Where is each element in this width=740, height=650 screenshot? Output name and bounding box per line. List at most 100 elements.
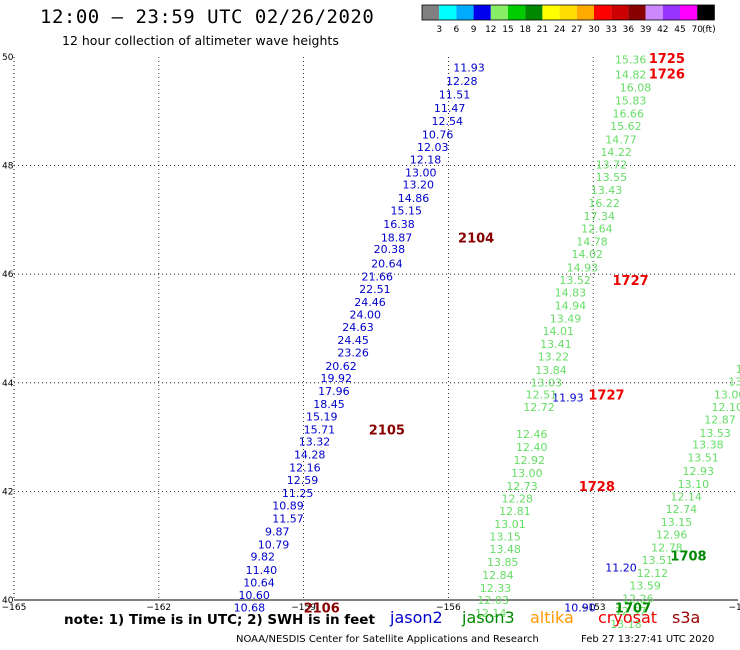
data-point-label: 12.14 <box>475 607 507 620</box>
data-point-label: 12.96 <box>656 528 688 541</box>
data-point-label: 12.87 <box>704 414 736 427</box>
data-point-label: 10.60 <box>238 589 270 602</box>
legend-label: 12 <box>485 25 496 35</box>
y-tick-label: 50 <box>2 53 14 63</box>
data-point-label: 12.03 <box>417 141 449 154</box>
x-tick-label: −165 <box>2 603 27 613</box>
data-point-label: 13.32 <box>299 435 331 448</box>
data-point-label: 13.10 <box>678 478 710 491</box>
data-point-label: 13.51 <box>641 554 673 567</box>
x-tick-label: −159 <box>291 603 316 613</box>
footer-timestamp: Feb 27 13:27:41 UTC 2020 <box>581 634 715 645</box>
y-tick-label: 40 <box>2 596 14 606</box>
data-point-label: 23.26 <box>337 346 369 359</box>
x-tick-label: −162 <box>146 603 171 613</box>
legend-swatch <box>559 5 577 20</box>
chart-title: 12:00 – 23:59 UTC 02/26/2020 <box>40 6 375 28</box>
legend-label: 15 <box>502 25 513 35</box>
satellite-s3a: s3a <box>672 608 701 627</box>
data-point-label: 20.62 <box>325 360 357 373</box>
data-point-label: 14.22 <box>600 146 632 159</box>
legend-unit: (ft) <box>702 25 716 35</box>
data-point-label: 13.22 <box>538 351 570 364</box>
data-point-label: 20.38 <box>374 243 406 256</box>
data-point-label: 12.16 <box>289 462 321 475</box>
legend-swatch <box>456 5 474 20</box>
data-point-label: 12.54 <box>432 115 464 128</box>
x-tick-label: −156 <box>436 603 461 613</box>
time-annotation: 2104 <box>458 231 494 246</box>
legend-label: 6 <box>454 25 460 35</box>
legend-label: 36 <box>623 25 635 35</box>
data-point-label: 12.28 <box>501 492 533 505</box>
data-point-label: 12.14 <box>670 490 702 503</box>
legend-swatch <box>611 5 629 20</box>
data-point-label: 10.90 <box>564 602 596 615</box>
legend-swatch <box>439 5 457 20</box>
data-point-label: 14.02 <box>571 248 603 261</box>
data-point-label: 11.20 <box>605 561 637 574</box>
satellite-cryosat: cryosat <box>598 608 658 627</box>
data-point-label: 13.33 <box>728 376 740 389</box>
legend-swatch <box>697 5 715 20</box>
y-tick-label: 48 <box>2 162 14 172</box>
data-point-label: 17.34 <box>584 210 616 223</box>
data-point-label: 14.77 <box>605 134 637 147</box>
data-point-label: 12.64 <box>581 223 613 236</box>
legend-swatch <box>662 5 680 20</box>
data-point-label: 12.12 <box>637 567 669 580</box>
data-point-label: 14.28 <box>294 448 326 461</box>
data-point-label: 13.15 <box>661 516 693 529</box>
legend-label: 70 <box>691 25 703 35</box>
data-point-label: 13.72 <box>596 159 628 172</box>
data-point-label: 10.68 <box>234 602 266 615</box>
data-point-label: 11.93 <box>453 61 485 74</box>
time-annotation: 1708 <box>670 549 706 564</box>
legend-label: 30 <box>588 25 600 35</box>
legend-swatch <box>576 5 594 20</box>
data-point-label: 11.57 <box>272 513 304 526</box>
data-point-label: 14.94 <box>555 300 587 313</box>
time-annotation: 2105 <box>369 423 405 438</box>
data-point-label: 15.62 <box>610 120 642 133</box>
data-point-label: 12.73 <box>506 480 538 493</box>
time-annotation: 1727 <box>588 389 624 404</box>
data-point-label: 13.15 <box>489 530 520 543</box>
data-point-label: 12.28 <box>446 75 478 88</box>
data-point-label: 12.40 <box>516 441 548 454</box>
data-point-label: 12.92 <box>514 454 546 467</box>
data-point-label: 13.20 <box>403 179 435 192</box>
data-point-label: 11.47 <box>434 102 466 115</box>
legend-label: 18 <box>519 25 531 35</box>
data-point-label: 16.22 <box>588 197 620 210</box>
legend-label: 33 <box>605 25 616 35</box>
data-point-label: 10.89 <box>272 500 304 513</box>
legend-swatch <box>422 5 440 20</box>
data-point-label: 11.93 <box>552 391 584 404</box>
data-point-label: 13.53 <box>699 427 731 440</box>
data-point-label: 10.64 <box>243 577 275 590</box>
data-point-label: 14.78 <box>576 236 608 249</box>
legend-swatch <box>525 5 543 20</box>
x-tick-label: −15 <box>729 603 740 613</box>
data-point-label: 20.64 <box>371 257 403 270</box>
data-point-label: 10.76 <box>422 129 454 142</box>
data-point-label: 13.55 <box>596 171 628 184</box>
data-point-label: 13.00 <box>511 467 543 480</box>
chart-subtitle: 12 hour collection of altimeter wave hei… <box>62 33 339 48</box>
data-point-label: 14.82 <box>615 68 647 81</box>
data-point-label: 18.45 <box>313 398 345 411</box>
legend-swatch <box>645 5 663 20</box>
data-point-label: 15.83 <box>615 94 647 107</box>
y-tick-label: 46 <box>2 270 14 280</box>
data-point-label: 10.79 <box>258 539 290 552</box>
data-point-label: 15.19 <box>306 410 338 423</box>
data-point-label: 12.93 <box>682 465 714 478</box>
data-point-label: 12.59 <box>287 474 319 487</box>
data-point-label: 17.96 <box>318 385 350 398</box>
data-point-label: 14.83 <box>555 287 587 300</box>
data-point-label: 24.00 <box>349 308 381 321</box>
data-point-label: 12.78 <box>651 541 683 554</box>
legend-label: 3 <box>436 25 442 35</box>
data-point-label: 12.51 <box>526 389 558 402</box>
